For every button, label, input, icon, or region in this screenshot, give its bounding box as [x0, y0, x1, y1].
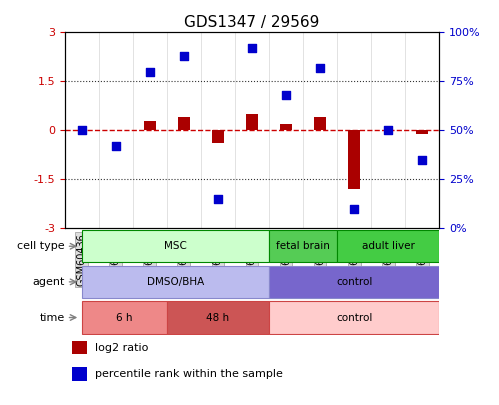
Text: MSC: MSC	[164, 241, 187, 251]
Point	[214, 196, 222, 202]
FancyBboxPatch shape	[269, 301, 439, 334]
Text: control: control	[336, 313, 372, 322]
Bar	[178, 117, 190, 130]
Text: cell type: cell type	[17, 241, 65, 251]
Text: 48 h: 48 h	[207, 313, 230, 322]
Point	[282, 92, 290, 98]
Point	[418, 157, 426, 163]
Bar	[280, 124, 292, 130]
Bar	[144, 121, 156, 130]
Point	[384, 127, 392, 134]
Point	[78, 127, 86, 134]
Text: agent: agent	[32, 277, 65, 287]
Text: control: control	[336, 277, 372, 287]
Point	[248, 45, 256, 51]
Text: time: time	[39, 313, 65, 322]
Bar	[72, 341, 87, 354]
Text: 6 h: 6 h	[116, 313, 133, 322]
Text: percentile rank within the sample: percentile rank within the sample	[95, 369, 283, 379]
FancyBboxPatch shape	[269, 230, 337, 262]
Bar	[314, 117, 326, 130]
Bar	[416, 130, 428, 134]
Bar	[212, 130, 224, 143]
FancyBboxPatch shape	[82, 230, 269, 262]
Bar	[72, 367, 87, 381]
FancyBboxPatch shape	[269, 266, 439, 298]
Point	[146, 68, 154, 75]
FancyBboxPatch shape	[167, 301, 269, 334]
Text: adult liver: adult liver	[362, 241, 415, 251]
FancyBboxPatch shape	[82, 266, 269, 298]
FancyBboxPatch shape	[337, 230, 439, 262]
FancyBboxPatch shape	[82, 301, 167, 334]
Text: DMSO/BHA: DMSO/BHA	[147, 277, 204, 287]
Bar	[246, 114, 258, 130]
Text: fetal brain: fetal brain	[276, 241, 330, 251]
Point	[112, 143, 120, 149]
Point	[316, 64, 324, 71]
Bar	[348, 130, 360, 189]
Title: GDS1347 / 29569: GDS1347 / 29569	[184, 15, 320, 30]
Text: log2 ratio: log2 ratio	[95, 343, 148, 353]
Point	[350, 206, 358, 212]
Point	[180, 53, 188, 59]
